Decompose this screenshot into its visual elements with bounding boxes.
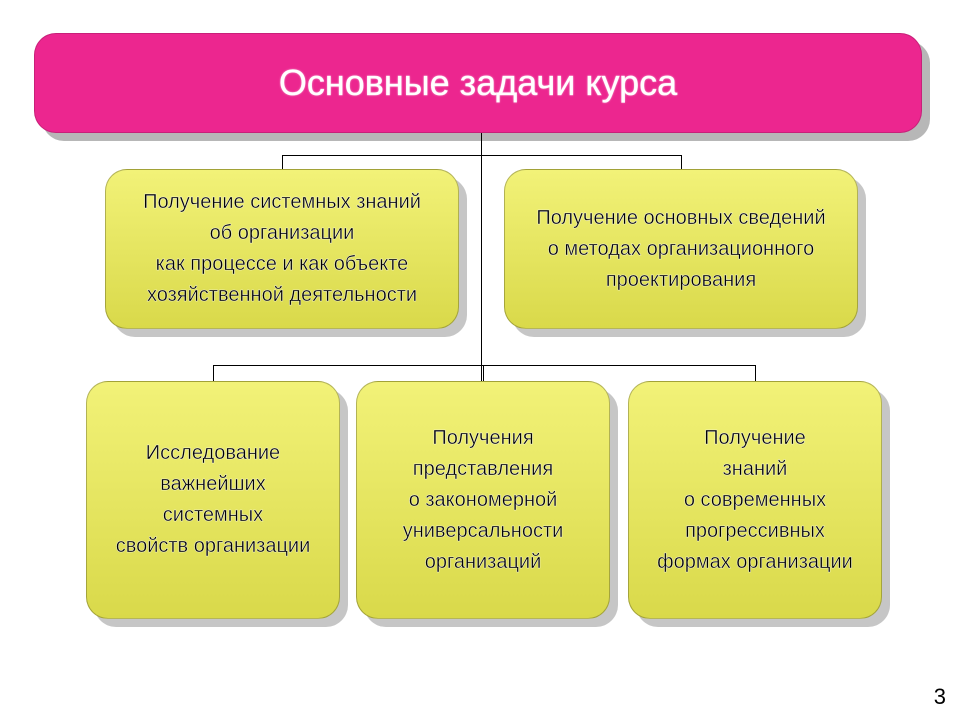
box-5-text: Получениезнанийо современныхпрогрессивны… bbox=[647, 423, 863, 578]
slide-title-box: Основные задачи курса bbox=[34, 33, 922, 133]
connector-v bbox=[481, 133, 482, 381]
box-2: Получение основных сведенийо методах орг… bbox=[504, 169, 858, 329]
box-1-text: Получение системных знанийоб организации… bbox=[133, 187, 431, 311]
connector-v bbox=[282, 155, 283, 169]
box-1: Получение системных знанийоб организации… bbox=[105, 169, 459, 329]
box-3: Исследованиеважнейшихсистемныхсвойств ор… bbox=[86, 381, 340, 619]
box-5: Получениезнанийо современныхпрогрессивны… bbox=[628, 381, 882, 619]
connector-v bbox=[213, 365, 214, 381]
box-2-text: Получение основных сведенийо методах орг… bbox=[526, 203, 835, 296]
box-3-text: Исследованиеважнейшихсистемныхсвойств ор… bbox=[106, 438, 321, 562]
connector-h bbox=[282, 155, 682, 156]
box-4: Полученияпредставленияо закономернойунив… bbox=[356, 381, 610, 619]
connector-v bbox=[681, 155, 682, 169]
connector-h bbox=[213, 365, 756, 366]
slide-title-text: Основные задачи курса bbox=[279, 62, 677, 104]
connector-v bbox=[483, 365, 484, 381]
connector-v bbox=[755, 365, 756, 381]
page-number: 3 bbox=[934, 684, 946, 710]
box-4-text: Полученияпредставленияо закономернойунив… bbox=[393, 423, 574, 578]
